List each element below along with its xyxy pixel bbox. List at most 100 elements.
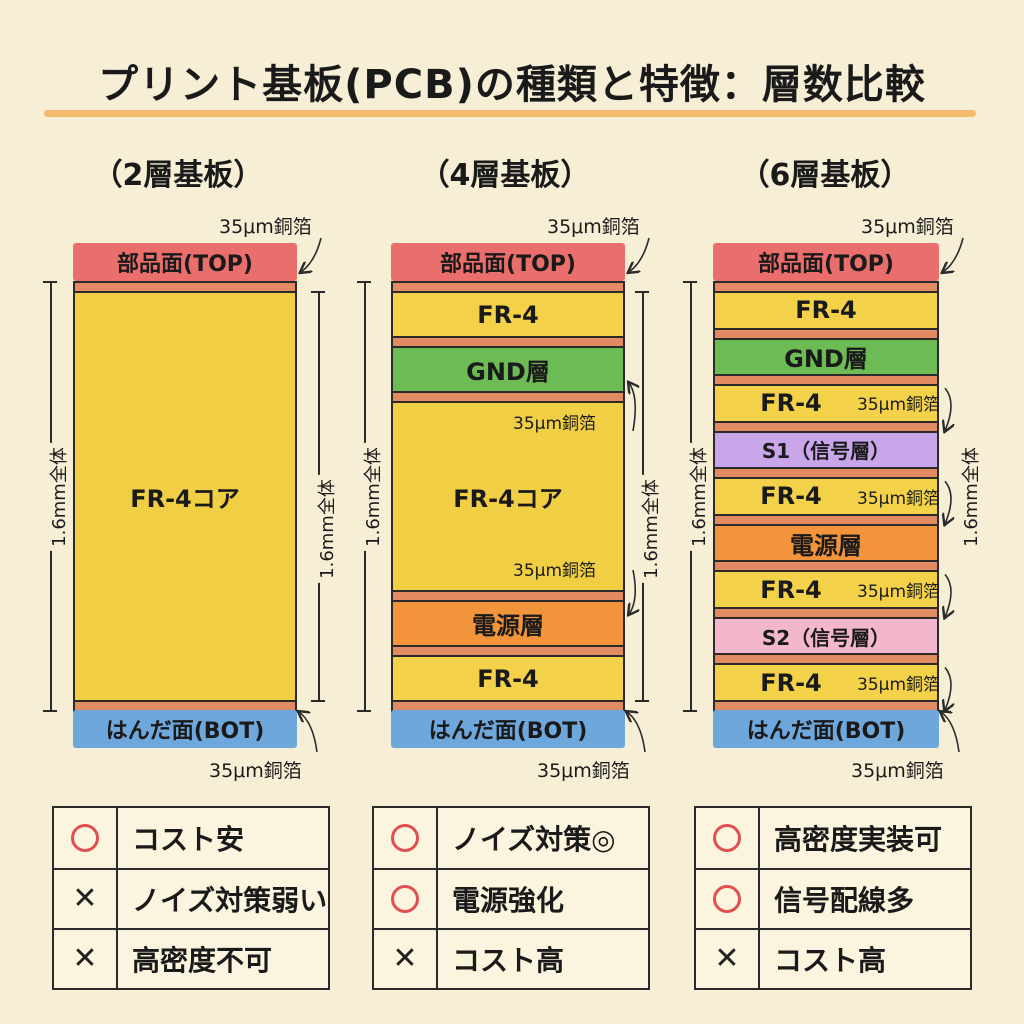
- bottom-side-label: はんだ面(BOT): [73, 710, 297, 748]
- foil-label-inner: 35μm銅箔: [857, 581, 941, 602]
- foil-arrow: [299, 712, 318, 753]
- feature-text: ノイズ対策弱い: [132, 884, 328, 917]
- bottom-side-label: はんだ面(BOT): [713, 710, 939, 748]
- feature-mark: ✕: [696, 930, 760, 988]
- feature-row: 信号配線多: [696, 868, 970, 928]
- dimension-cap: [311, 700, 325, 702]
- cross-mark-icon: ✕: [72, 881, 98, 916]
- dimension-cap: [683, 710, 697, 712]
- foil-arrow: [945, 573, 951, 617]
- pcb-layer-fr4: FR-4: [713, 477, 939, 516]
- page-title: プリント基板(PCB)の種類と特徴：層数比較: [98, 62, 926, 108]
- foil-arrow: [629, 569, 635, 614]
- feature-mark: [696, 808, 760, 868]
- dimension-cap: [635, 700, 649, 702]
- foil-label-bottom: 35μm銅箔: [851, 760, 944, 782]
- feature-row: コスト安: [54, 808, 328, 868]
- foil-label-inner: 35μm銅箔: [513, 414, 597, 434]
- layer-label: FR-4コア: [130, 485, 240, 513]
- feature-table: コスト安 ✕ ノイズ対策弱い ✕ 高密度不可: [52, 806, 330, 990]
- pcb-layer-fr4: FR-4: [713, 570, 939, 609]
- pcb-layer-pwr: 電源層: [391, 600, 625, 647]
- cross-mark-icon: ✕: [72, 941, 98, 976]
- layer-label: FR-4: [760, 575, 822, 604]
- foil-arrow: [945, 666, 951, 710]
- top-side-label: 部品面(TOP): [391, 243, 625, 281]
- circle-mark-icon: [391, 824, 419, 852]
- feature-row: 電源強化: [374, 868, 648, 928]
- pcb-layer-sig1: S1（信号層）: [713, 430, 939, 470]
- feature-text: コスト高: [452, 944, 565, 977]
- feature-table: ノイズ対策◎ 電源強化 ✕ コスト高: [372, 806, 650, 990]
- circle-mark-icon: [713, 885, 741, 913]
- column-title: （2層基板）: [92, 158, 264, 193]
- top-side-label: 部品面(TOP): [713, 243, 939, 281]
- layer-label: FR-4: [760, 389, 822, 418]
- layer-label: 電源層: [790, 531, 862, 560]
- foil-arrow: [941, 712, 960, 753]
- foil-arrow: [945, 387, 951, 431]
- cross-mark-icon: ✕: [714, 941, 740, 976]
- pcb-layer-pwr: 電源層: [713, 523, 939, 563]
- pcb-layer-gnd: GND層: [391, 346, 625, 393]
- foil-arrow: [301, 237, 322, 272]
- dimension-cap: [357, 281, 371, 283]
- foil-label-inner: 35μm銅箔: [857, 674, 941, 695]
- pcb-layer-core: FR-4コア: [73, 291, 297, 702]
- feature-text: コスト高: [774, 944, 887, 977]
- foil-arrow: [629, 237, 650, 272]
- cross-mark-icon: ✕: [392, 941, 418, 976]
- feature-mark: [696, 870, 760, 928]
- layer-label: FR-4コア: [453, 485, 563, 513]
- dimension-cap: [635, 291, 649, 293]
- foil-arrow: [943, 237, 964, 272]
- foil-label-top: 35μm銅箔: [219, 216, 312, 238]
- column-title: （6層基板）: [739, 158, 911, 193]
- layer-label: FR-4: [477, 664, 539, 693]
- layer-label: S2（信号層）: [761, 625, 891, 650]
- layer-label: FR-4: [760, 482, 822, 511]
- dimension-cap: [357, 710, 371, 712]
- title-underline: [44, 110, 976, 117]
- bottom-side-label: はんだ面(BOT): [391, 710, 625, 748]
- feature-mark: ✕: [54, 930, 118, 988]
- foil-label-bottom: 35μm銅箔: [537, 760, 630, 782]
- feature-text: 電源強化: [452, 884, 565, 917]
- circle-mark-icon: [71, 824, 99, 852]
- pcb-layer-fr4: FR-4: [713, 663, 939, 702]
- pcb-layer-fr4: FR-4: [713, 291, 939, 330]
- feature-text: 高密度実装可: [774, 823, 943, 856]
- dimension-cap: [311, 291, 325, 293]
- foil-label-inner: 35μm銅箔: [857, 488, 941, 509]
- layer-label: GND層: [784, 345, 868, 374]
- layer-label: 電源層: [472, 612, 544, 640]
- circle-mark-icon: [391, 885, 419, 913]
- feature-mark: ✕: [54, 870, 118, 928]
- foil-label-top: 35μm銅箔: [861, 216, 954, 238]
- feature-row: ✕ コスト高: [374, 928, 648, 988]
- feature-row: 高密度実装可: [696, 808, 970, 868]
- dimension-cap: [683, 281, 697, 283]
- foil-arrow: [629, 383, 635, 432]
- feature-text: コスト安: [132, 823, 245, 856]
- feature-table: 高密度実装可 信号配線多 ✕ コスト高: [694, 806, 972, 990]
- feature-row: ノイズ対策◎: [374, 808, 648, 868]
- foil-arrow: [945, 480, 951, 524]
- layer-label: GND層: [466, 358, 550, 386]
- feature-row: ✕ 高密度不可: [54, 928, 328, 988]
- layer-label: S1（信号層）: [761, 439, 891, 464]
- feature-mark: [374, 808, 438, 868]
- circle-mark-icon: [713, 824, 741, 852]
- feature-mark: [374, 870, 438, 928]
- foil-label-inner: 35μm銅箔: [513, 561, 597, 581]
- foil-label-inner: 35μm銅箔: [857, 395, 941, 416]
- feature-text: 信号配線多: [774, 884, 915, 917]
- foil-label-top: 35μm銅箔: [547, 216, 640, 238]
- top-side-label: 部品面(TOP): [73, 243, 297, 281]
- foil-label-bottom: 35μm銅箔: [209, 760, 302, 782]
- feature-row: ✕ コスト高: [696, 928, 970, 988]
- dimension-cap: [43, 710, 57, 712]
- pcb-layer-fr4: FR-4: [391, 655, 625, 702]
- feature-text: ノイズ対策◎: [452, 823, 616, 856]
